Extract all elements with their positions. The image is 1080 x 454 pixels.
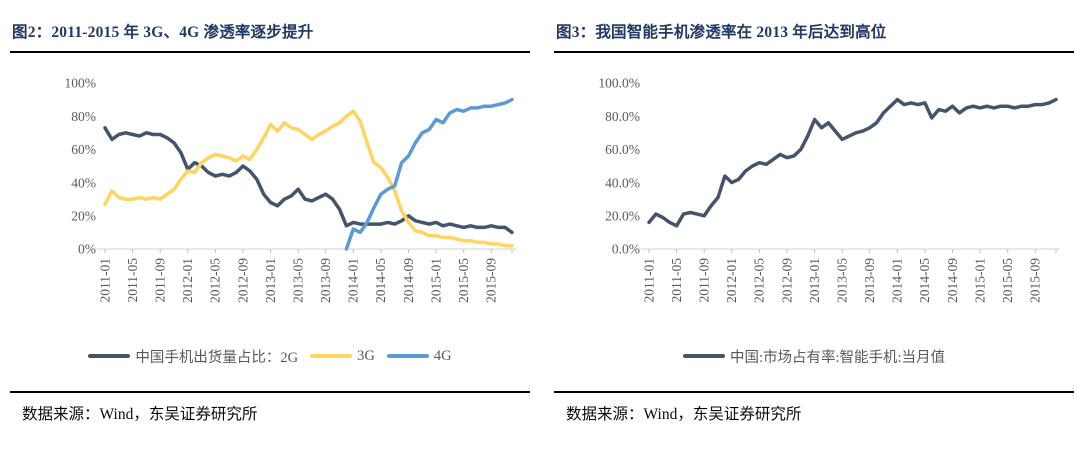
x-axis-tick-label: 2014-01 (346, 258, 361, 303)
x-axis-tick-label: 2011-09 (697, 258, 712, 303)
legend-line-swatch (310, 354, 353, 358)
legend-item: 中国手机出货量占比：2G (88, 346, 298, 367)
x-axis-tick-label: 2012-01 (180, 258, 195, 303)
x-axis-tick-label: 2012-09 (779, 258, 794, 303)
x-axis-tick-label: 2014-01 (890, 258, 905, 303)
x-axis-tick-label: 2011-05 (669, 258, 684, 303)
title-rule (554, 51, 1074, 53)
figure-title: 图3：我国智能手机渗透率在 2013 年后达到高位 (556, 24, 887, 41)
y-axis-tick-label: 100.0% (598, 76, 640, 91)
legend-line-swatch (682, 354, 725, 358)
y-axis-tick-label: 40% (71, 175, 96, 190)
x-axis-tick-label: 2015-09 (484, 258, 499, 303)
x-axis-tick-label: 2012-09 (235, 258, 250, 303)
line-chart-smartphone-share: 0.0% 20.0% 40.0% 60.0% 80.0% 100.0% 2011-01 201… (554, 53, 1074, 345)
series-line-0 (103, 126, 514, 235)
x-axis-tick-label: 2015-01 (428, 258, 443, 303)
legend-item: 3G (310, 348, 375, 365)
y-axis-tick-label: 60% (71, 142, 96, 157)
y-axis-tick-label: 40.0% (605, 175, 640, 190)
legend-line-swatch (88, 354, 131, 358)
figure-title: 图2：2011-2015 年 3G、4G 渗透率逐步提升 (12, 24, 314, 41)
series-line-1 (103, 109, 514, 248)
y-axis-tick-label: 0.0% (612, 242, 640, 257)
x-axis-tick-label: 2013-01 (807, 258, 822, 303)
y-axis-tick-label: 20% (71, 209, 96, 224)
x-axis-tick-label: 2013-05 (834, 258, 849, 303)
legend-line-swatch (386, 354, 429, 358)
source-rule (554, 391, 1074, 393)
chart-svg: 0.0% 20.0% 40.0% 60.0% 80.0% 100.0% 2011-01 201… (598, 76, 1060, 303)
x-axis-tick-label: 2013-01 (263, 258, 278, 303)
chart-legend: 中国手机出货量占比：2G 3G 4G (10, 345, 530, 367)
x-axis-tick-label: 2014-09 (401, 258, 416, 303)
series-line-0 (647, 97, 1058, 228)
legend-label: 中国手机出货量占比：2G (135, 349, 299, 366)
x-axis-tick-label: 2011-09 (153, 258, 168, 303)
x-axis-tick-label: 2014-05 (917, 258, 932, 303)
x-axis-tick-label: 2012-05 (208, 258, 223, 303)
y-axis-tick-label: 80% (71, 109, 96, 124)
x-axis-tick-label: 2012-01 (724, 258, 739, 303)
x-axis-tick-label: 2014-05 (373, 258, 388, 303)
y-axis-tick-label: 0% (78, 242, 96, 257)
x-axis-tick-label: 2015-01 (972, 258, 987, 303)
figure-2-network-penetration: 图2：2011-2015 年 3G、4G 渗透率逐步提升 0% 20% 40% 60%… (10, 24, 530, 423)
x-axis-tick-label: 2011-01 (97, 258, 112, 303)
y-axis-tick-label: 80.0% (605, 109, 640, 124)
line-chart-2g-3g-4g: 0% 20% 40% 60% 80% 100% 2011-01 2011-05 2011-09 2… (10, 53, 530, 345)
legend-label: 中国:市场占有率:智能手机:当月值 (729, 349, 946, 366)
legend-label: 4G (433, 347, 452, 364)
source-rule (10, 391, 530, 393)
data-source: 数据来源：Wind，东吴证券研究所 (22, 406, 258, 423)
figure-3-smartphone-penetration: 图3：我国智能手机渗透率在 2013 年后达到高位 0.0% 20.0% 40.0%… (540, 0, 1080, 454)
y-axis-tick-label: 60.0% (605, 142, 640, 157)
x-axis-tick-label: 2015-05 (1000, 258, 1015, 303)
legend-item: 4G (386, 347, 452, 365)
chart-svg: 0% 20% 40% 60% 80% 100% 2011-01 2011-05 2011-09 2… (65, 76, 516, 303)
x-axis-tick-label: 2011-05 (125, 258, 140, 303)
x-axis-tick-label: 2011-01 (641, 258, 656, 303)
y-axis-tick-label: 100% (65, 76, 97, 91)
title-rule (10, 51, 530, 53)
chart-legend: 中国:市场占有率:智能手机:当月值 (554, 345, 1074, 367)
data-source: 数据来源：Wind，东吴证券研究所 (566, 406, 802, 423)
x-axis-tick-label: 2013-05 (290, 258, 305, 303)
legend-label: 3G (357, 347, 375, 364)
legend-item: 中国:市场占有率:智能手机:当月值 (682, 346, 946, 367)
y-axis-tick-label: 20.0% (605, 209, 640, 224)
x-axis-tick-label: 2015-09 (1028, 258, 1043, 303)
x-axis-tick-label: 2013-09 (318, 258, 333, 303)
x-axis-tick-label: 2015-05 (456, 258, 471, 303)
series-line-2 (344, 97, 514, 251)
x-axis-tick-label: 2012-05 (752, 258, 767, 303)
x-axis-tick-label: 2013-09 (862, 258, 877, 303)
x-axis-tick-label: 2014-09 (945, 258, 960, 303)
